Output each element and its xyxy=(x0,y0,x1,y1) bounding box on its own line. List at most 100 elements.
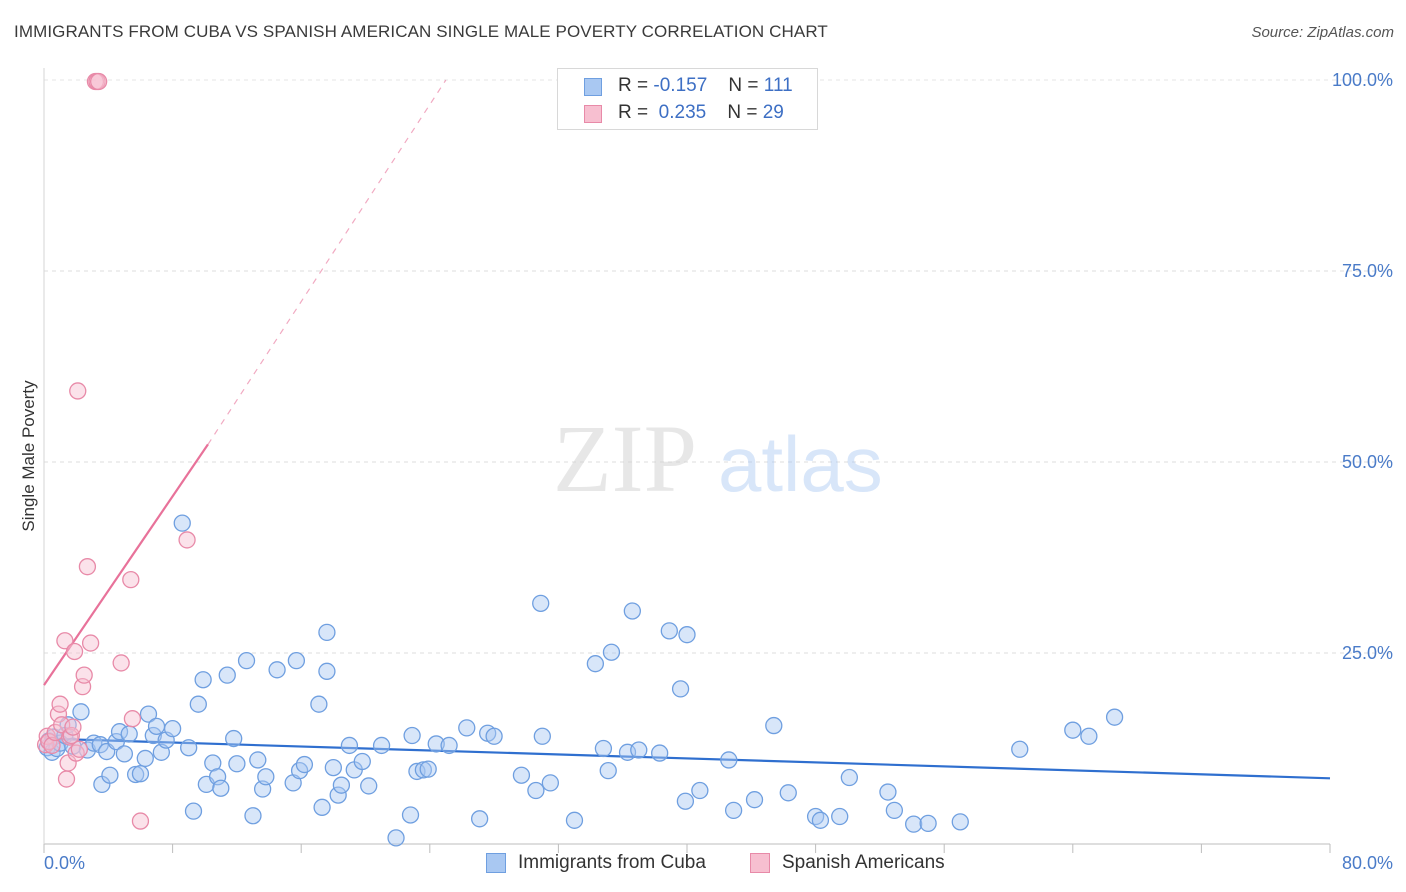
x-tick-label: 80.0% xyxy=(1342,853,1393,873)
data-point-cuba xyxy=(401,806,420,824)
data-point-cuba xyxy=(353,752,371,771)
series-swatch-cuba xyxy=(486,853,506,873)
data-point-cuba xyxy=(485,727,503,745)
data-point-cuba xyxy=(724,801,743,820)
data-point-spanish xyxy=(90,72,108,91)
data-point-cuba xyxy=(458,719,476,737)
series-spanish-americans xyxy=(36,72,196,830)
data-point-cuba xyxy=(586,655,605,673)
data-point-cuba xyxy=(951,813,969,831)
legend-n-label: N = xyxy=(728,75,759,96)
data-point-cuba xyxy=(831,807,849,826)
data-point-spanish xyxy=(57,770,76,788)
data-point-cuba xyxy=(533,727,551,745)
data-point-cuba xyxy=(651,744,669,762)
data-point-cuba xyxy=(660,622,678,640)
legend-n-value-cuba: 111 xyxy=(763,75,793,96)
data-point-cuba xyxy=(372,736,391,755)
data-point-cuba xyxy=(139,705,158,723)
data-point-cuba xyxy=(318,623,336,642)
data-point-spanish xyxy=(43,736,61,755)
data-point-cuba xyxy=(1011,740,1029,758)
data-point-cuba xyxy=(85,734,103,752)
data-point-cuba xyxy=(671,680,690,698)
data-point-cuba xyxy=(295,755,314,774)
data-point-cuba xyxy=(131,765,150,783)
data-point-spanish xyxy=(64,718,82,736)
x-tick-label: 0.0% xyxy=(44,853,85,873)
data-point-cuba xyxy=(1105,708,1124,726)
y-tick-label: 75.0% xyxy=(1342,261,1393,281)
data-point-spanish xyxy=(75,666,93,684)
data-point-cuba xyxy=(329,786,347,804)
data-point-cuba xyxy=(313,798,331,816)
correlation-legend: R = -0.157 N = 111 R = 0.235 N = 29 xyxy=(557,68,818,130)
series-swatch-spanish xyxy=(750,853,770,873)
tick-labels: 25.0% 50.0% 75.0% 100.0% 0.0% 80.0% Single Mal… xyxy=(19,70,1393,873)
data-point-cuba xyxy=(287,651,306,670)
data-point-cuba xyxy=(72,703,90,721)
data-point-spanish xyxy=(65,642,84,661)
watermark-atlas: atlas xyxy=(718,420,883,508)
series-label-spanish: Spanish Americans xyxy=(782,852,945,873)
legend-n-value-spanish: 29 xyxy=(762,102,784,123)
data-point-cuba xyxy=(440,736,458,755)
data-point-spanish xyxy=(112,654,130,672)
data-point-cuba xyxy=(527,781,545,800)
watermark-zip: ZIP xyxy=(553,405,697,512)
data-point-cuba xyxy=(512,766,531,784)
data-point-cuba xyxy=(879,783,897,801)
data-point-cuba xyxy=(180,739,198,757)
data-point-cuba xyxy=(189,695,207,713)
data-point-cuba xyxy=(340,736,359,755)
data-point-cuba xyxy=(745,791,764,809)
data-point-cuba xyxy=(630,741,648,759)
data-point-cuba xyxy=(249,751,267,769)
data-point-cuba xyxy=(691,781,709,800)
data-point-cuba xyxy=(228,755,246,773)
data-point-spanish xyxy=(81,634,100,652)
data-point-cuba xyxy=(885,801,904,820)
legend-swatch-spanish xyxy=(584,105,602,123)
legend-r-label: R = xyxy=(618,75,649,96)
legend-r-value-cuba: -0.157 xyxy=(653,75,708,96)
data-point-spanish xyxy=(123,710,142,728)
data-point-cuba xyxy=(194,671,212,689)
y-axis-label: Single Male Poverty xyxy=(19,380,38,532)
data-point-cuba xyxy=(602,643,621,661)
data-point-cuba xyxy=(565,811,584,829)
trend-line-cuba xyxy=(43,737,1331,780)
data-point-cuba xyxy=(427,735,445,753)
data-point-spanish xyxy=(78,558,97,576)
data-point-cuba xyxy=(594,739,613,758)
legend-r-value-spanish: 0.235 xyxy=(658,102,707,123)
data-point-cuba xyxy=(163,719,182,738)
data-point-cuba xyxy=(1080,727,1098,745)
data-point-cuba xyxy=(218,666,236,684)
legend-n-label: N = xyxy=(727,102,758,123)
y-tick-label: 50.0% xyxy=(1342,452,1393,472)
y-tick-label: 100.0% xyxy=(1332,70,1393,90)
data-point-cuba xyxy=(136,749,154,768)
data-point-cuba xyxy=(676,792,695,810)
data-point-cuba xyxy=(599,762,617,780)
data-point-spanish xyxy=(178,531,196,549)
data-point-cuba xyxy=(840,768,859,787)
data-point-spanish xyxy=(122,571,140,589)
data-point-cuba xyxy=(470,810,489,828)
data-point-cuba xyxy=(257,768,275,786)
data-point-spanish xyxy=(70,740,89,758)
data-point-cuba xyxy=(126,765,145,784)
data-point-cuba xyxy=(324,758,343,777)
data-point-cuba xyxy=(332,776,351,794)
data-point-cuba xyxy=(1064,721,1082,739)
chart-title: IMMIGRANTS FROM CUBA VS SPANISH AMERICAN… xyxy=(14,22,828,41)
data-point-cuba xyxy=(147,717,166,735)
data-point-cuba xyxy=(414,761,433,779)
data-point-cuba xyxy=(120,725,138,743)
data-point-cuba xyxy=(115,745,134,763)
data-point-cuba xyxy=(101,766,119,784)
data-point-cuba xyxy=(268,661,286,679)
trend-line-spanish-extension xyxy=(207,79,447,445)
